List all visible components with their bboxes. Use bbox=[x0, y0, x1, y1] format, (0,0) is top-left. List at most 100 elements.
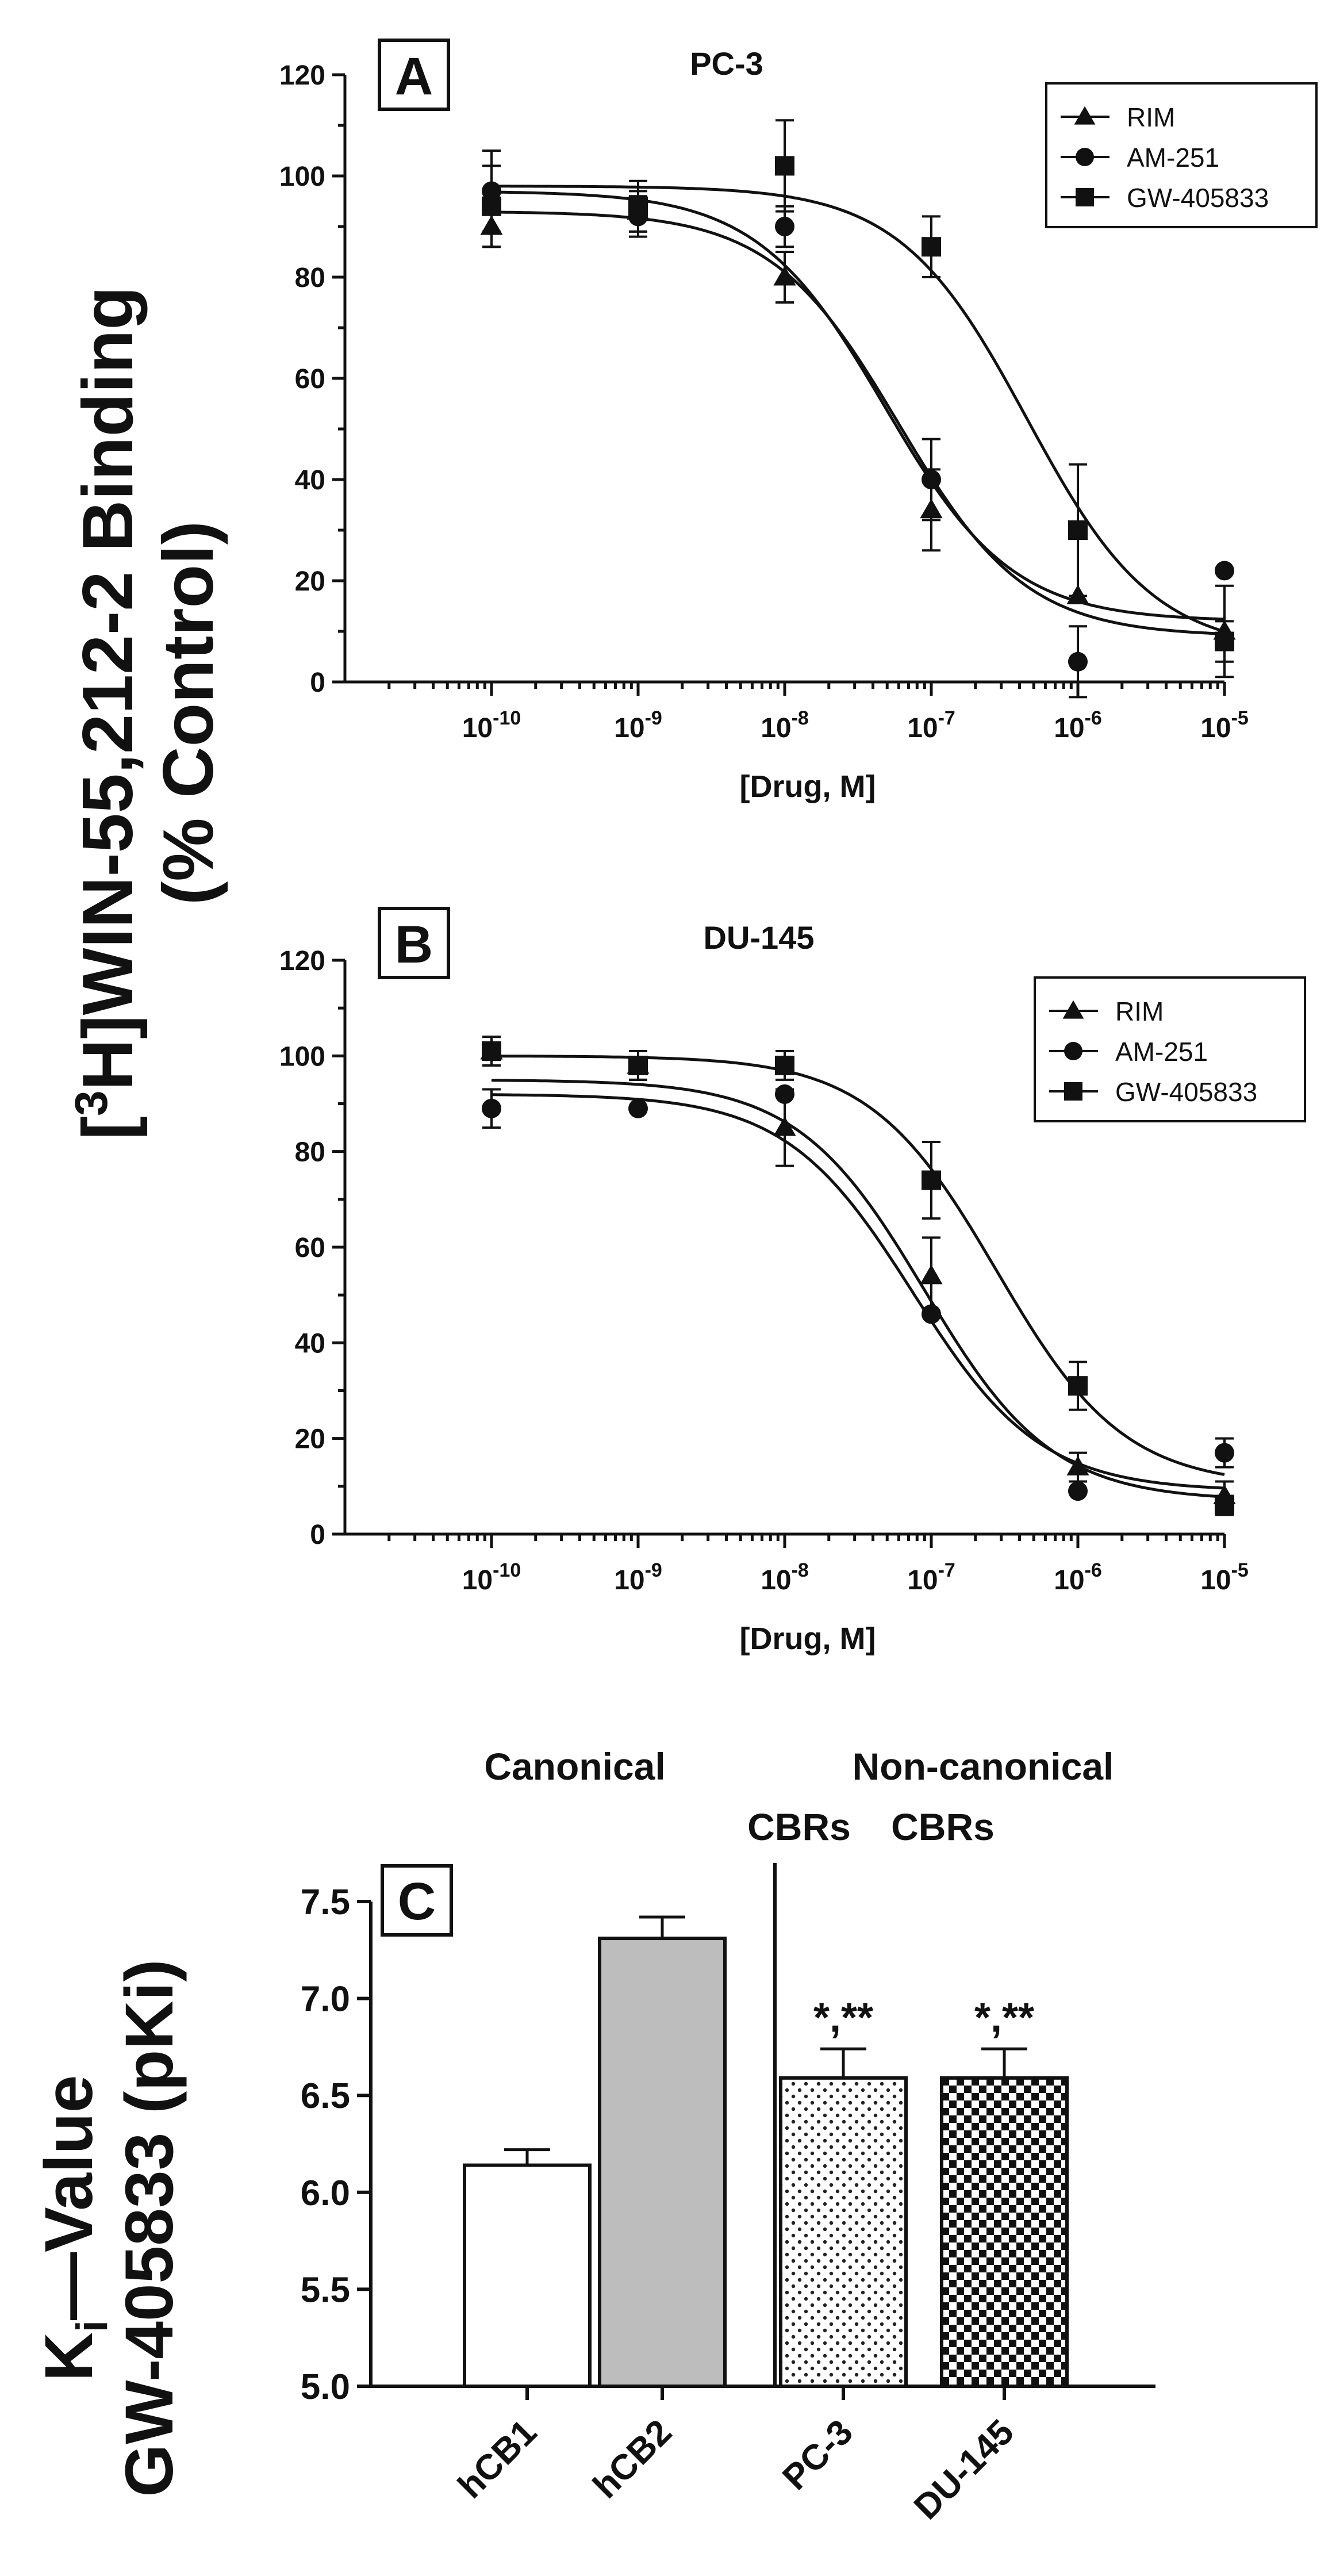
legend-marker-circle bbox=[1076, 148, 1094, 166]
data-point-square bbox=[482, 196, 501, 216]
y-tick-label: 60 bbox=[295, 364, 325, 394]
chart-title: DU-145 bbox=[704, 919, 815, 956]
legend-label: AM-251 bbox=[1127, 143, 1219, 172]
data-point-circle bbox=[1068, 1481, 1088, 1501]
data-point-circle bbox=[1068, 651, 1088, 672]
data-point-circle bbox=[1215, 1443, 1234, 1463]
legend-label: RIM bbox=[1115, 996, 1164, 1026]
data-point-square bbox=[922, 237, 941, 257]
panel-c-ylabel-line1: Ki—Value bbox=[31, 2075, 117, 2382]
y-tick-label: 120 bbox=[279, 60, 325, 91]
fit-curve-circle bbox=[492, 1093, 1225, 1490]
data-point-triangle bbox=[773, 266, 796, 286]
x-tick-label: 10-7 bbox=[907, 1559, 955, 1596]
data-point-circle bbox=[482, 1098, 501, 1118]
data-point-square bbox=[482, 1041, 501, 1061]
x-tick-label: 10-6 bbox=[1054, 707, 1102, 743]
shared-ylabel-line1: [3H]WIN-55,212-2 Binding bbox=[66, 286, 148, 1140]
y-tick-label: 6.5 bbox=[301, 2076, 350, 2116]
panel-letter: A bbox=[395, 47, 433, 106]
panel-letter-box bbox=[378, 39, 450, 111]
data-point-circle bbox=[628, 1098, 648, 1118]
x-tick-label: DU-145 bbox=[907, 2412, 1022, 2527]
panel-a-dose-response-chart: A PC-3 0 20 40 60 80 100 120 10-10 10-9 10-8 10-7 10-… bbox=[279, 39, 1318, 804]
y-tick-label: 6.0 bbox=[301, 2174, 350, 2213]
x-axis-label: [Drug, M] bbox=[740, 769, 876, 804]
legend-marker-square bbox=[1064, 1082, 1082, 1101]
fit-curve-triangle bbox=[491, 1079, 1225, 1498]
legend-marker-triangle bbox=[1074, 106, 1096, 125]
legend-label: AM-251 bbox=[1115, 1037, 1208, 1067]
panel-letter: B bbox=[395, 915, 433, 974]
shared-ylabel-line2: (% Control) bbox=[149, 521, 228, 905]
data-point-triangle bbox=[920, 1264, 943, 1285]
data-point-square bbox=[628, 1055, 648, 1075]
fit-curve-square bbox=[492, 1055, 1225, 1476]
y-tick-label: 60 bbox=[295, 1233, 325, 1263]
legend-marker-triangle bbox=[1062, 1000, 1084, 1019]
data-point-circle bbox=[922, 1304, 941, 1324]
chart-title: PC-3 bbox=[690, 45, 763, 82]
data-point-square bbox=[1068, 520, 1088, 540]
y-tick-label: 120 bbox=[279, 946, 325, 976]
data-point-circle bbox=[775, 217, 794, 236]
data-point-square bbox=[1068, 1376, 1088, 1396]
panel-c-ylabel-line2: GW-405833 (pKi) bbox=[112, 1959, 187, 2497]
bar-du-145 bbox=[940, 2076, 1069, 2389]
bar-pc-3 bbox=[779, 2076, 908, 2389]
panel-letter-box bbox=[381, 1864, 453, 1937]
significance-label: *,** bbox=[813, 1995, 873, 2041]
data-point-square bbox=[775, 1055, 794, 1075]
y-tick-label: 0 bbox=[310, 668, 325, 698]
data-point-circle bbox=[775, 1084, 794, 1104]
x-tick-label: PC-3 bbox=[775, 2412, 861, 2498]
y-tick-label: 20 bbox=[295, 1424, 325, 1455]
x-tick-label: 10-10 bbox=[462, 1559, 521, 1596]
data-point-square bbox=[1215, 631, 1234, 651]
y-tick-label: 0 bbox=[310, 1520, 325, 1550]
data-point-triangle bbox=[1066, 1456, 1089, 1476]
y-tick-label: 7.5 bbox=[301, 1883, 350, 1922]
data-point-square bbox=[775, 156, 794, 176]
data-point-square bbox=[1215, 1496, 1234, 1516]
x-tick-label: 10-10 bbox=[462, 707, 521, 743]
panel-letter-box bbox=[378, 907, 450, 979]
y-tick-label: 100 bbox=[279, 162, 325, 192]
x-tick-label: 10-8 bbox=[761, 707, 809, 743]
group-label-canonical: Canonical bbox=[484, 1745, 665, 1788]
data-point-circle bbox=[922, 470, 941, 489]
legend-marker-circle bbox=[1064, 1042, 1082, 1060]
fit-curve-square bbox=[492, 185, 1225, 633]
legend-marker-square bbox=[1076, 188, 1094, 206]
panel-letter: C bbox=[398, 1872, 436, 1931]
x-axis-label: [Drug, M] bbox=[740, 1621, 876, 1656]
bar-hcb1 bbox=[463, 2163, 592, 2389]
y-tick-label: 7.0 bbox=[301, 1980, 350, 2019]
x-tick-label: 10-9 bbox=[614, 707, 662, 743]
y-tick-label: 20 bbox=[295, 566, 325, 597]
x-tick-label: 10-7 bbox=[907, 707, 955, 743]
x-tick-label: 10-5 bbox=[1200, 707, 1249, 743]
x-tick-label: 10-5 bbox=[1200, 1559, 1249, 1596]
x-tick-label: 10-6 bbox=[1054, 1559, 1102, 1596]
group-label-cbrs-left: CBRs bbox=[747, 1805, 851, 1848]
bar-hcb2 bbox=[598, 1937, 727, 2389]
fit-curve-triangle bbox=[492, 190, 1225, 621]
legend-label: GW-405833 bbox=[1115, 1077, 1257, 1107]
y-tick-label: 80 bbox=[295, 263, 325, 293]
y-tick-label: 80 bbox=[295, 1137, 325, 1168]
data-point-square bbox=[922, 1170, 941, 1190]
fit-curve-circle bbox=[491, 210, 1225, 635]
y-tick-label: 5.5 bbox=[301, 2270, 350, 2310]
group-label-cbrs-right: CBRs bbox=[891, 1805, 995, 1848]
y-tick-label: 40 bbox=[295, 465, 325, 496]
legend-label: RIM bbox=[1127, 102, 1175, 132]
data-point-square bbox=[628, 196, 648, 216]
significance-label: *,** bbox=[974, 1995, 1034, 2041]
y-tick-label: 5.0 bbox=[301, 2367, 350, 2407]
x-tick-label: hCB1 bbox=[451, 2412, 544, 2506]
legend-label: GW-405833 bbox=[1127, 183, 1269, 213]
data-point-triangle bbox=[773, 1116, 796, 1136]
